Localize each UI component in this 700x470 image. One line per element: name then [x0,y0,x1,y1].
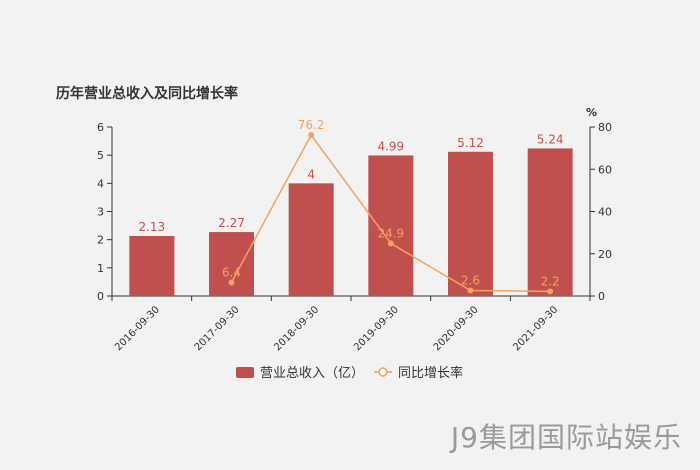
line-series: 6.4 76.2 24.9 2.6 2.2 [222,118,560,295]
growth-rate-point [467,287,474,294]
y-right-tick-label: 0 [598,290,605,303]
y-right-tick-label: 40 [598,206,612,219]
y-left-tick-label: 2 [97,234,104,247]
x-tick-label: 2020-09-30 [432,304,481,353]
bar-value-label: 4.99 [377,139,404,153]
watermark-text: J9集团国际站娱乐 [450,421,682,454]
x-tick-label: 2016-09-30 [113,304,162,353]
bar-value-label: 2.13 [138,220,165,234]
legend: 营业总收入（亿） 同比增长率 [236,365,463,381]
right-axis-unit: % [586,106,597,119]
bar-series: 2.13 2.27 4 4.99 5.12 5.24 [129,132,573,296]
x-tick-label: 2021-09-30 [511,304,560,353]
growth-rate-label: 2.2 [541,274,560,288]
growth-rate-label: 2.6 [461,274,480,288]
growth-rate-point [228,279,235,286]
bar [288,183,334,296]
y-left-tick-label: 5 [97,149,104,162]
x-tick-label: 2017-09-30 [193,304,242,353]
x-tick-label: 2019-09-30 [352,304,401,353]
legend-bar-label: 营业总收入（亿） [260,366,364,381]
bar [527,148,573,296]
bar [448,151,493,296]
bar-value-label: 4 [307,167,315,181]
bar-value-label: 5.12 [457,136,484,150]
y-right-tick-label: 60 [598,163,612,176]
y-left-tick-label: 1 [97,262,104,275]
growth-rate-label: 76.2 [298,118,325,132]
growth-rate-label: 6.4 [222,265,241,279]
y-left-tick-label: 3 [97,206,104,219]
growth-rate-label: 24.9 [377,226,404,240]
bar-value-label: 5.24 [537,132,564,146]
y-left-tick-label: 6 [97,121,104,134]
growth-rate-point [308,132,315,139]
legend-line-marker [378,367,388,377]
bar [209,232,254,296]
y-left-tick-label: 4 [97,177,104,190]
bar-value-label: 2.27 [218,216,245,230]
y-left-tick-label: 0 [97,290,104,303]
bar [129,236,175,296]
y-right-tick-label: 20 [598,248,612,261]
legend-bar-swatch [236,367,254,378]
legend-line-label: 同比增长率 [398,365,463,381]
chart-title: 历年营业总收入及同比增长率 [56,85,238,102]
growth-rate-point [547,288,554,295]
y-right-tick-label: 80 [598,121,612,134]
bar [368,155,414,296]
x-tick-label: 2018-09-30 [272,304,321,353]
growth-rate-point [387,240,394,247]
